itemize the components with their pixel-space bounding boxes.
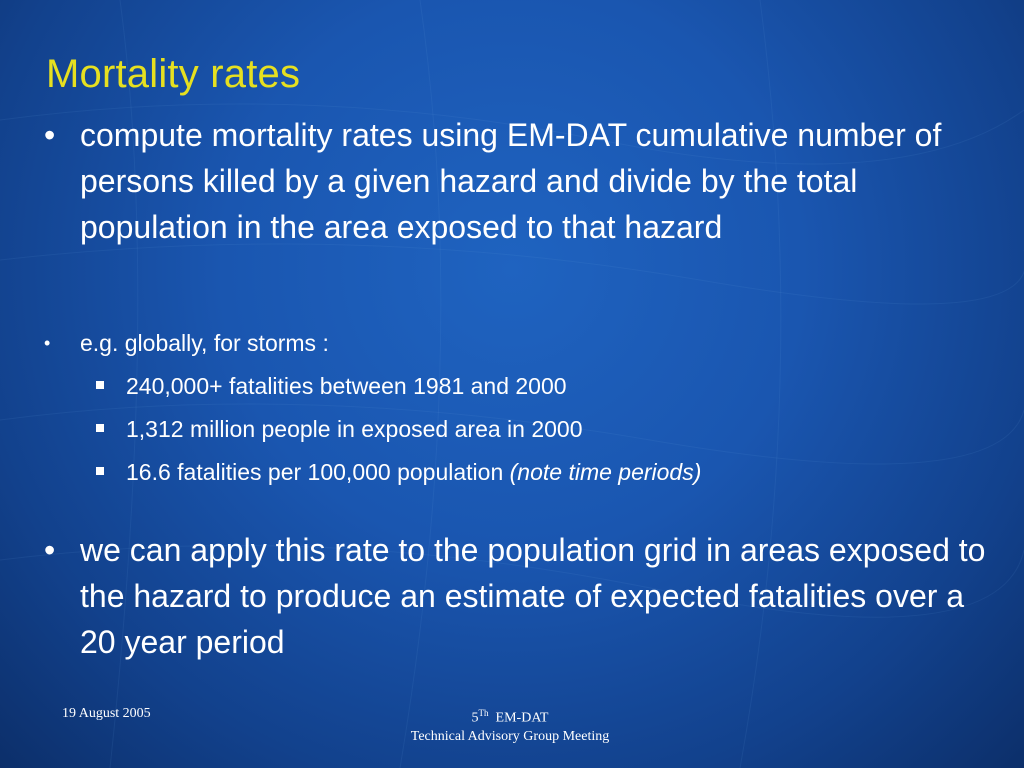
bullet-dot-icon: • xyxy=(44,532,56,568)
sub-bullet-rate: 16.6 fatalities per 100,000 population (… xyxy=(94,457,701,487)
square-bullet-icon xyxy=(96,381,104,389)
slide-title: Mortality rates xyxy=(46,52,301,96)
sub-bullet-note: (note time periods) xyxy=(509,459,702,485)
footer-meeting-subtitle: Technical Advisory Group Meeting xyxy=(410,728,610,744)
sub-bullet-fatalities: 240,000+ fatalities between 1981 and 200… xyxy=(94,371,567,401)
sub-bullet-text: 1,312 million people in exposed area in … xyxy=(126,416,583,442)
sub-bullet-text-main: 16.6 fatalities per 100,000 population xyxy=(126,459,510,485)
sub-bullet-text: 240,000+ fatalities between 1981 and 200… xyxy=(126,373,567,399)
bullet-apply: • we can apply this rate to the populati… xyxy=(44,527,1004,665)
bullet-text: compute mortality rates using EM-DAT cum… xyxy=(80,117,942,245)
bullet-dot-icon: • xyxy=(44,117,56,153)
sub-bullet-text: 16.6 fatalities per 100,000 population (… xyxy=(126,457,701,487)
footer-meeting: 5Th EM-DAT Technical Advisory Group Meet… xyxy=(380,704,640,746)
square-bullet-icon xyxy=(96,424,104,432)
bullet-example: • e.g. globally, for storms : xyxy=(44,328,329,358)
sub-bullet-population: 1,312 million people in exposed area in … xyxy=(94,414,583,444)
bullet-compute: • compute mortality rates using EM-DAT c… xyxy=(44,112,1004,250)
bullet-text: we can apply this rate to the population… xyxy=(80,532,986,660)
square-bullet-icon xyxy=(96,467,104,475)
bullet-text: e.g. globally, for storms : xyxy=(80,330,329,356)
footer-meeting-name: EM-DAT xyxy=(495,710,549,726)
bullet-dot-icon: • xyxy=(44,333,51,353)
footer-date: 19 August 2005 xyxy=(62,706,151,721)
footer-meeting-number: 5 xyxy=(471,710,479,726)
footer-meeting-line1: 5Th EM-DAT xyxy=(380,704,640,728)
footer-meeting-suffix: Th xyxy=(478,708,489,718)
